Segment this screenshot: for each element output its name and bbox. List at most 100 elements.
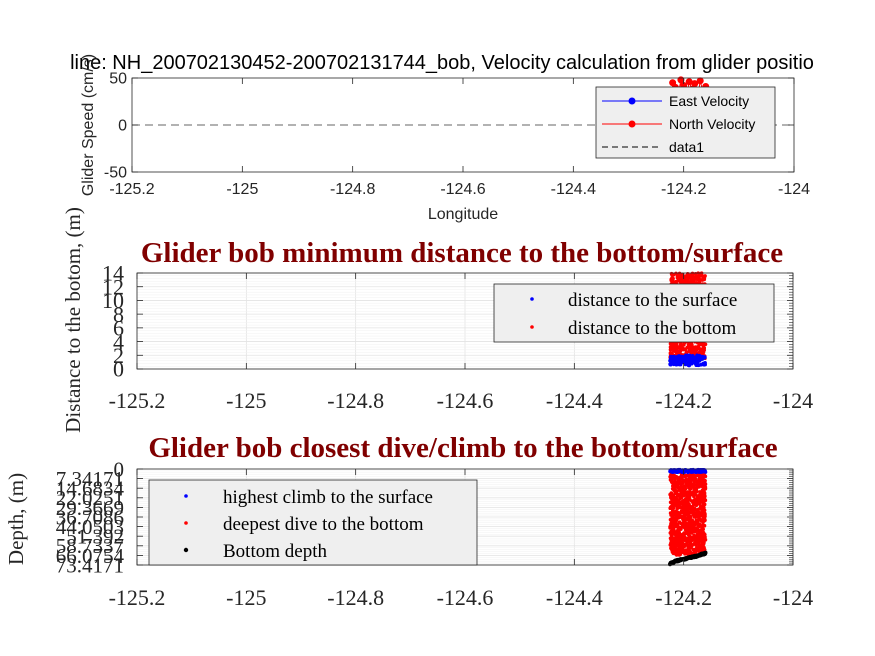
- distance-to-the-bottom-point: [674, 347, 679, 352]
- highest-climb-to-the-surface-point: [691, 469, 695, 474]
- deepest-dive-to-the-bottom-point: [696, 522, 700, 526]
- legend-east-label: East Velocity: [669, 93, 749, 109]
- y-tick-label: 0: [114, 457, 125, 481]
- deepest-dive-to-the-bottom-point: [687, 496, 692, 500]
- deepest-dive-to-the-bottom-point: [698, 500, 702, 505]
- legend-data1-label: data1: [669, 139, 704, 155]
- deepest-dive-to-the-bottom-point: [686, 551, 691, 555]
- deepest-dive-to-the-bottom-point: [677, 553, 682, 557]
- deepest-dive-to-the-bottom-point: [701, 527, 705, 532]
- y-tick-label: 58.7337: [56, 534, 124, 558]
- velocity-legend: East Velocity North Velocity data1: [595, 86, 776, 159]
- deepest-dive-to-the-bottom-point: [680, 486, 684, 490]
- distance-to-the-surface-point: [688, 357, 693, 362]
- distance-legend: distance to the surface distance to the …: [493, 283, 775, 343]
- deepest-dive-to-the-bottom-point: [696, 517, 701, 522]
- deepest-dive-to-the-bottom-point: [681, 548, 685, 553]
- distance-to-the-surface-point: [685, 357, 690, 361]
- velocity-x-axis-label: Longitude: [428, 206, 498, 223]
- y-tick-label: 14.6834: [56, 477, 125, 501]
- deepest-dive-to-the-bottom-point: [692, 479, 697, 484]
- x-tick-label: -125: [226, 181, 258, 198]
- distance-to-the-bottom-point: [670, 275, 674, 280]
- y-tick-label: -50: [104, 165, 127, 182]
- depth-panel-title: Glider bob closest dive/climb to the bot…: [148, 432, 777, 464]
- distance-to-the-surface-point: [696, 363, 701, 368]
- velocity-y-axis-label: Glider Speed (cm/s): [80, 54, 97, 196]
- deepest-dive-to-the-bottom-point: [678, 480, 682, 485]
- deepest-dive-to-the-bottom-point: [700, 541, 704, 546]
- deepest-dive-to-the-bottom-point: [688, 518, 693, 523]
- deepest-dive-to-the-bottom-point: [678, 496, 682, 500]
- y-tick-label: 50: [109, 71, 127, 88]
- distance-to-the-bottom-point: [697, 279, 702, 283]
- deepest-dive-to-the-bottom-point: [672, 487, 676, 492]
- legend-north-label: North Velocity: [669, 116, 755, 132]
- deepest-dive-to-the-bottom-point: [678, 527, 683, 531]
- deepest-dive-to-the-bottom-point: [674, 509, 678, 514]
- deepest-dive-to-the-bottom-point: [692, 487, 697, 491]
- deepest-dive-to-the-bottom-point: [703, 537, 708, 542]
- deepest-dive-to-the-bottom-point: [696, 515, 701, 519]
- x-tick-label: -124.2: [655, 388, 712, 413]
- deepest-dive-to-the-bottom-point: [675, 548, 679, 553]
- legend-bottom-marker: [530, 325, 534, 329]
- distance-to-the-bottom-point: [685, 345, 689, 350]
- deepest-dive-to-the-bottom-point: [675, 536, 680, 541]
- highest-climb-to-the-surface-point: [698, 468, 703, 472]
- deepest-dive-to-the-bottom-point: [668, 517, 673, 522]
- deepest-dive-to-the-bottom-point: [699, 545, 704, 550]
- deepest-dive-to-the-bottom-point: [679, 475, 683, 480]
- deepest-dive-to-the-bottom-point: [700, 478, 704, 482]
- deepest-dive-to-the-bottom-point: [673, 495, 677, 500]
- deepest-dive-to-the-bottom-point: [695, 527, 700, 532]
- distance-to-the-surface-point: [673, 358, 678, 362]
- deepest-dive-to-the-bottom-point: [669, 495, 673, 500]
- deepest-dive-to-the-bottom-point: [671, 509, 675, 513]
- y-tick-label: 22.0251: [56, 486, 124, 510]
- distance-to-the-surface-point: [686, 353, 691, 358]
- legend-east-marker: [628, 97, 636, 105]
- distance-to-the-surface-point: [701, 361, 706, 366]
- deepest-dive-to-the-bottom-point: [670, 504, 675, 508]
- deepest-dive-to-the-bottom-point: [684, 505, 688, 509]
- deepest-dive-to-the-bottom-point: [690, 537, 695, 541]
- depth-x-ticks: -125.2 -125 -124.8 -124.6 -124.4 -124.2 -124: [109, 469, 813, 610]
- x-tick-label: -124.4: [546, 585, 603, 610]
- deepest-dive-to-the-bottom-point: [700, 533, 704, 538]
- deepest-dive-to-the-bottom-point: [701, 536, 705, 541]
- y-tick-label: 7.34171: [56, 467, 124, 491]
- distance-legend-box: [493, 283, 775, 343]
- deepest-dive-to-the-bottom-point: [676, 505, 680, 509]
- deepest-dive-to-the-bottom-point: [697, 476, 701, 481]
- deepest-dive-to-the-bottom-point: [693, 529, 698, 534]
- deepest-dive-to-the-bottom-point: [673, 480, 677, 485]
- deepest-dive-to-the-bottom-point: [668, 500, 673, 505]
- x-tick-label: -124: [778, 181, 810, 198]
- deepest-dive-to-the-bottom-point: [686, 479, 690, 483]
- x-tick-label: -124.4: [546, 388, 603, 413]
- deepest-dive-to-the-bottom-point: [689, 505, 694, 510]
- deepest-dive-to-the-bottom-point: [701, 524, 705, 529]
- deepest-dive-to-the-bottom-point: [683, 475, 687, 479]
- deepest-dive-to-the-bottom-point: [676, 525, 680, 529]
- x-tick-label: -124.6: [437, 585, 494, 610]
- distance-to-the-surface-point: [693, 356, 698, 360]
- y-tick-label: 36.7086: [56, 505, 124, 529]
- y-tick-label: 2: [113, 343, 124, 368]
- x-tick-label: -124.8: [330, 181, 375, 198]
- distance-to-the-surface-point: [674, 362, 679, 367]
- y-tick-label: 0: [118, 118, 127, 135]
- distance-to-the-bottom-point: [697, 274, 702, 278]
- distance-to-the-bottom-point: [678, 275, 682, 280]
- distance-to-the-bottom-point: [702, 348, 706, 352]
- distance-to-the-bottom-point: [703, 342, 708, 347]
- deepest-dive-to-the-bottom-point: [674, 475, 679, 479]
- deepest-dive-to-the-bottom-point: [674, 519, 678, 523]
- deepest-dive-to-the-bottom-point: [689, 478, 693, 483]
- distance-to-the-bottom-point: [685, 280, 690, 285]
- distance-to-the-bottom-point: [690, 342, 694, 347]
- distance-to-the-surface-point: [689, 361, 694, 366]
- deepest-dive-to-the-bottom-point: [674, 498, 678, 503]
